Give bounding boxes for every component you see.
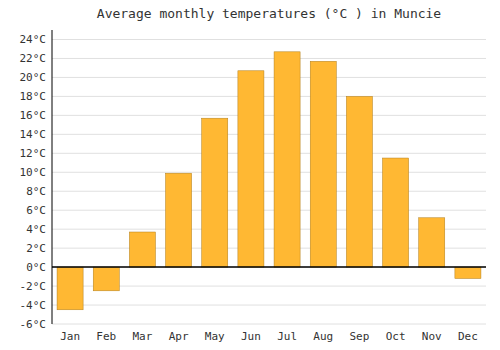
grid-line: [52, 324, 486, 325]
x-tick-label: Feb: [96, 330, 116, 343]
x-tick-label: Nov: [422, 330, 442, 343]
title: Average monthly temperatures (°C ) in Mu…: [97, 6, 442, 21]
chart: Average monthly temperatures (°C ) in Mu…: [0, 0, 500, 350]
bar: [310, 61, 336, 267]
grid-line: [52, 191, 486, 192]
bar: [274, 52, 300, 267]
grid-line: [52, 96, 486, 97]
y-tick-label: -4°C: [20, 299, 47, 312]
y-tick-label: -2°C: [20, 280, 47, 293]
x-tick-label: Jun: [241, 330, 261, 343]
grid-line: [52, 210, 486, 211]
zero-line: [52, 266, 486, 268]
x-tick-label: Jan: [60, 330, 80, 343]
grid-line: [52, 77, 486, 78]
x-tick-label: Aug: [313, 330, 333, 343]
bars: [57, 52, 481, 310]
y-tick-label: 6°C: [26, 204, 46, 217]
y-tick-label: -6°C: [20, 318, 47, 331]
bar: [129, 232, 155, 267]
bar: [455, 267, 481, 278]
bar: [93, 267, 119, 291]
y-tick-label: 14°C: [20, 128, 47, 141]
y-tick-label: 24°C: [20, 33, 47, 46]
y-tick-label: 20°C: [20, 71, 47, 84]
grid-line: [52, 172, 486, 173]
y-tick-label: 2°C: [26, 242, 46, 255]
grid-line: [52, 153, 486, 154]
x-tick-label: Jul: [277, 330, 297, 343]
chart-container: Average monthly temperatures (°C ) in Mu…: [0, 0, 500, 350]
y-tick-label: 4°C: [26, 223, 46, 236]
bar: [383, 158, 409, 267]
grid-line: [52, 39, 486, 40]
grid-line: [52, 305, 486, 306]
y-tick-label: 0°C: [26, 261, 46, 274]
y-tick-label: 10°C: [20, 166, 47, 179]
grid: [52, 39, 486, 324]
bar: [57, 267, 83, 310]
bar: [419, 218, 445, 267]
y-tick-label: 12°C: [20, 147, 47, 160]
grid-line: [52, 134, 486, 135]
y-tick-label: 18°C: [20, 90, 47, 103]
grid-line: [52, 115, 486, 116]
y-tick-label: 16°C: [20, 109, 47, 122]
bar: [238, 71, 264, 267]
bar: [166, 173, 192, 267]
x-tick-label: Mar: [132, 330, 152, 343]
y-axis-line: [52, 30, 53, 324]
x-tick-label: May: [205, 330, 225, 343]
y-tick-label: 22°C: [20, 52, 47, 65]
x-tick-label: Sep: [349, 330, 369, 343]
grid-line: [52, 267, 486, 268]
x-tick-label: Dec: [458, 330, 478, 343]
grid-line: [52, 58, 486, 59]
x-tick-label: Apr: [169, 330, 189, 343]
x-tick-label: Oct: [386, 330, 406, 343]
bar: [202, 118, 228, 267]
y-tick-label: 8°C: [26, 185, 46, 198]
bar: [346, 96, 372, 267]
